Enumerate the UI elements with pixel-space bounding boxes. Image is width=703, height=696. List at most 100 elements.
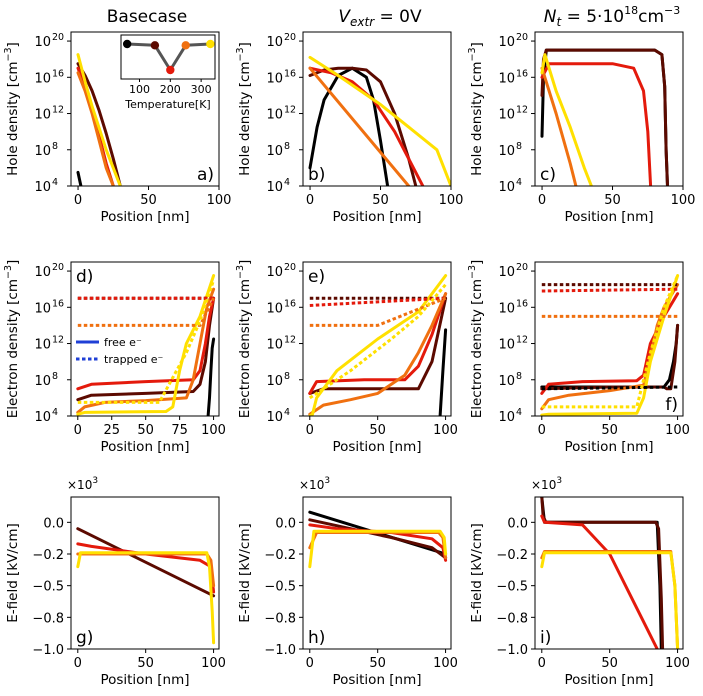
y-label-text: Electron density [cm — [237, 279, 253, 418]
axes-frame — [534, 31, 684, 187]
y-tick-exponent: 12 — [516, 335, 528, 346]
series-t5 — [76, 53, 122, 186]
title-nt-subscript: t — [556, 15, 562, 29]
series-t3-trapped — [541, 287, 678, 293]
axes-frame — [302, 496, 452, 650]
y-tick-label: 10 — [34, 374, 51, 389]
panel-letter: e) — [308, 267, 325, 287]
y-tick-label: 10 — [34, 265, 51, 280]
x-axis-label: Position [nm] — [332, 209, 421, 225]
x-tick-label: 0 — [306, 423, 314, 438]
x-tick-label: 100 — [665, 423, 690, 438]
x-axis-label: Position [nm] — [564, 209, 653, 225]
column-title-nt: Nt = 5·1018cm−3 — [544, 4, 680, 29]
y-tick-label: −0.5 — [496, 580, 528, 595]
x-tick-label: 50 — [601, 656, 618, 671]
y-label-exponent: −3 — [467, 47, 478, 61]
y-tick-label: 10 — [34, 338, 51, 353]
inset-point-t1 — [122, 39, 132, 49]
y-tick-label: −0.8 — [264, 611, 296, 626]
y-tick-label: 10 — [498, 338, 515, 353]
panel-letter: g) — [76, 628, 93, 648]
series-t4 — [308, 66, 411, 186]
x-tick-label: 50 — [604, 193, 621, 208]
y-tick-label: 10 — [498, 374, 515, 389]
y-tick-label: 10 — [498, 265, 515, 280]
panel-letter: f) — [665, 395, 678, 415]
y-tick-label: 10 — [266, 180, 283, 195]
y-tick-label: 0.0 — [507, 516, 528, 531]
series-t3-free — [76, 296, 216, 391]
x-tick-label: 100 — [201, 423, 226, 438]
y-tick-label: 10 — [498, 144, 515, 159]
series-t5-trapped — [541, 275, 679, 409]
series-group — [540, 48, 669, 186]
series-t4 — [540, 550, 680, 649]
inset-point-t2 — [150, 41, 160, 50]
x-tick-label: 0 — [306, 193, 314, 208]
series-t5-trapped — [77, 279, 216, 404]
series-t2 — [308, 518, 448, 560]
x-tick-label: 50 — [140, 193, 157, 208]
y-tick-exponent: 8 — [52, 371, 58, 382]
y-tick-label: 10 — [34, 180, 51, 195]
y-tick-label: 10 — [266, 71, 283, 86]
inset-x-tick-label: 300 — [191, 83, 212, 96]
x-tick-label: 100 — [201, 656, 226, 671]
y-label-text: Electron density [cm — [469, 279, 485, 418]
y-multiplier-base: ×10 — [531, 478, 556, 492]
y-label-text: Hole density [cm — [5, 61, 21, 175]
series-t5-trapped — [308, 283, 447, 400]
y-tick-label: 10 — [266, 301, 283, 316]
y-tick-exponent: 8 — [516, 371, 522, 382]
y-axis-label: Hole density [cm−3] — [235, 42, 253, 176]
series-t3 — [308, 66, 425, 186]
series-group — [308, 510, 448, 569]
x-tick-label: 0 — [74, 423, 82, 438]
series-t4-free — [540, 283, 680, 411]
series-t5-free — [308, 274, 448, 416]
y-tick-label: 10 — [498, 71, 515, 86]
y-tick-label: −0.2 — [264, 548, 296, 563]
series-group — [76, 53, 122, 186]
y-tick-label: 10 — [266, 108, 283, 123]
y-tick-exponent: 4 — [284, 407, 290, 418]
y-tick-label: −0.2 — [32, 548, 64, 563]
series-t3-free — [308, 292, 448, 395]
y-tick-label: 10 — [34, 71, 51, 86]
x-axis-label: Position [nm] — [564, 439, 653, 455]
y-tick-exponent: 16 — [284, 68, 296, 79]
y-label-exponent: −3 — [235, 47, 246, 61]
y-multiplier-exponent: 3 — [556, 476, 562, 486]
x-tick-label: 50 — [369, 656, 386, 671]
y-tick-label: −1.0 — [496, 643, 528, 658]
series-t5 — [540, 53, 593, 186]
series-t4-trapped — [309, 296, 447, 327]
x-axis-label: Position [nm] — [564, 672, 653, 688]
y-tick-label: −0.2 — [496, 548, 528, 563]
series-t4-free — [308, 292, 448, 416]
inset-x-tick-label: 100 — [129, 83, 150, 96]
y-axis-label: Electron density [cm−3] — [467, 260, 485, 419]
y-tick-label: 10 — [498, 180, 515, 195]
x-tick-label: 0 — [538, 656, 546, 671]
x-tick-label: 50 — [137, 423, 154, 438]
y-tick-exponent: 8 — [284, 371, 290, 382]
y-tick-label: 10 — [498, 108, 515, 123]
series-t5-free — [76, 274, 216, 416]
panel-i: 0 50 100 Position [nm] 0.0 −0.2 −0.5 −0.8 −1.0 ×1… — [469, 476, 690, 688]
y-tick-exponent: 20 — [52, 32, 64, 43]
y-axis-label: E-field [kV/cm] — [469, 523, 485, 623]
y-tick-exponent: 16 — [516, 298, 528, 309]
series-t5 — [76, 551, 216, 645]
x-tick-label: 100 — [207, 193, 232, 208]
y-tick-exponent: 16 — [516, 68, 528, 79]
y-label-close: ] — [237, 260, 253, 265]
y-tick-label: 10 — [498, 35, 515, 50]
panel-letter: a) — [197, 165, 214, 185]
series-t5 — [308, 55, 451, 186]
